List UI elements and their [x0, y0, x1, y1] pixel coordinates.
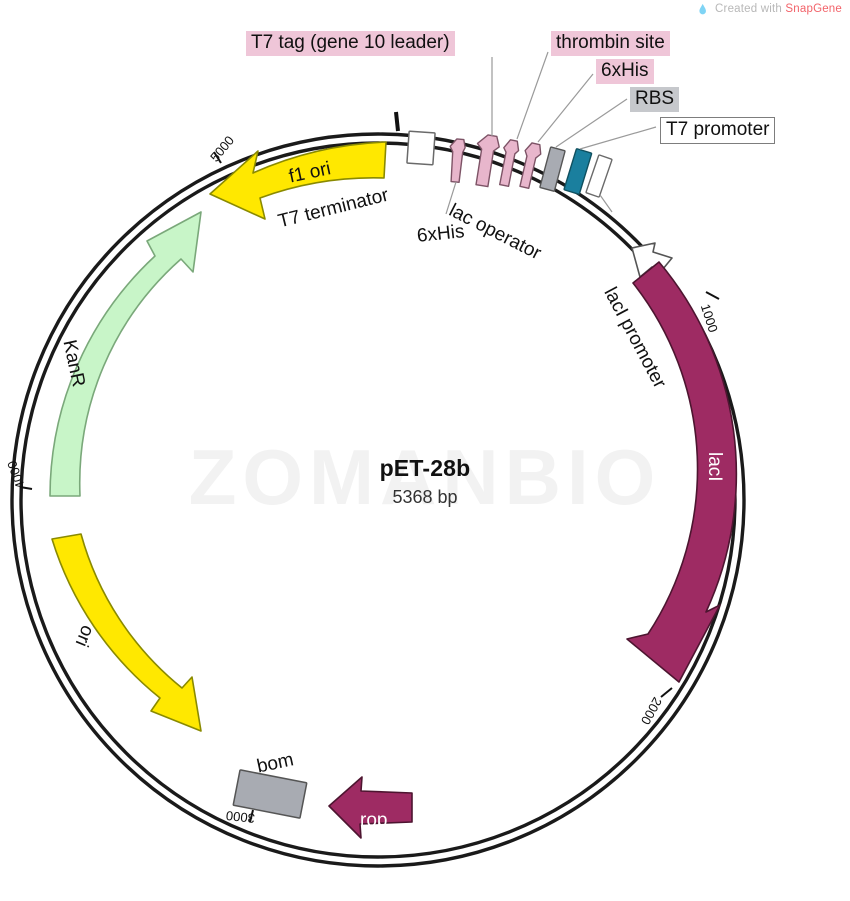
feature-lac-operator[interactable] — [585, 154, 613, 198]
callout-6xhis-top[interactable]: 6xHis — [596, 59, 654, 84]
plasmid-backbone-outer — [10, 132, 746, 868]
plasmid-name: pET-28b — [379, 455, 471, 481]
map-label-rop: rop — [360, 810, 388, 831]
feature-t7-promoter[interactable] — [563, 148, 593, 195]
origin-tick — [394, 111, 400, 132]
callout-rbs[interactable]: RBS — [630, 87, 680, 112]
tick-label-tick-3000: 3000 — [225, 808, 256, 826]
feature-t7-terminator[interactable] — [406, 130, 436, 166]
feature-t7-tag[interactable] — [471, 134, 501, 188]
feature-kanr[interactable] — [49, 211, 202, 497]
feature-ori[interactable] — [51, 533, 202, 732]
map-label-laci: lacI — [704, 452, 725, 482]
callout-t7-tag[interactable]: T7 tag (gene 10 leader) — [246, 31, 455, 56]
snapgene-watermark: Created with SnapGene — [697, 2, 842, 15]
snapgene-created-text: Created with SnapGene — [715, 2, 842, 15]
feature-6xhis-second[interactable] — [517, 142, 543, 190]
callout-t7-promoter[interactable]: T7 promoter — [660, 117, 776, 144]
callout-thrombin-site[interactable]: thrombin site — [551, 31, 670, 56]
feature-rbs[interactable] — [539, 146, 566, 192]
snapgene-logo-icon — [697, 3, 710, 16]
feature-bom[interactable] — [232, 769, 308, 819]
feature-rop[interactable] — [328, 776, 413, 839]
backbone-ticks — [19, 151, 720, 823]
feature-6xhis-first[interactable] — [447, 138, 466, 183]
feature-thrombin-site[interactable] — [497, 139, 521, 188]
zomanbio-watermark: ZOMANBIO — [188, 433, 662, 521]
feature-f1-ori[interactable] — [209, 141, 387, 220]
snapgene-brand-text: SnapGene — [785, 2, 842, 15]
plasmid-size: 5368 bp — [392, 487, 458, 507]
feature-laci[interactable] — [626, 261, 738, 683]
callout-leader-lines — [445, 51, 657, 215]
